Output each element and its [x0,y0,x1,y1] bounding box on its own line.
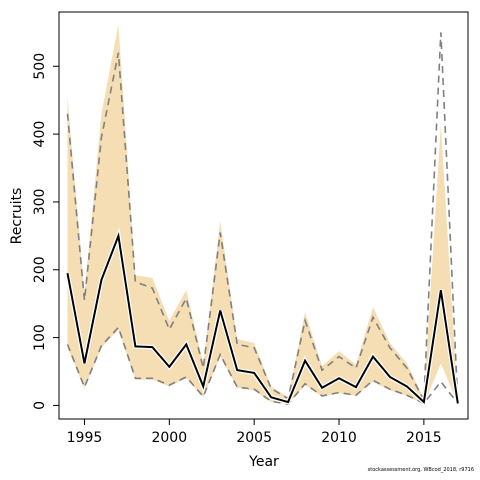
y-tick-label: 100 [32,324,48,351]
y-tick-label: 300 [32,189,48,216]
x-tick-label: 2010 [321,430,357,446]
x-tick-label: 1995 [67,430,103,446]
y-tick-label: 500 [32,53,48,80]
credit-text: stockassessment.org, WBcod_2018, r9716 [367,467,474,473]
x-axis: 1995 2000 2005 2010 2015 [67,418,442,446]
confidence-band [67,24,458,405]
y-tick-label: 200 [32,256,48,283]
x-tick-label: 2000 [151,430,187,446]
dashed-upper-line [66,32,459,404]
x-axis-title: Year [248,454,279,470]
estimate-line [65,227,461,407]
y-axis-title: Recruits [9,188,25,245]
y-axis: 0 100 200 300 400 500 [32,53,60,410]
estimate-series-line [66,231,459,405]
dashed-lower-line [66,325,459,405]
y-tick-label: 0 [32,401,48,410]
dashed-lines [66,32,459,405]
x-tick-label: 2005 [236,430,272,446]
y-tick-label: 400 [32,121,48,148]
confidence-band-area [67,24,458,405]
x-tick-label: 2015 [406,430,442,446]
